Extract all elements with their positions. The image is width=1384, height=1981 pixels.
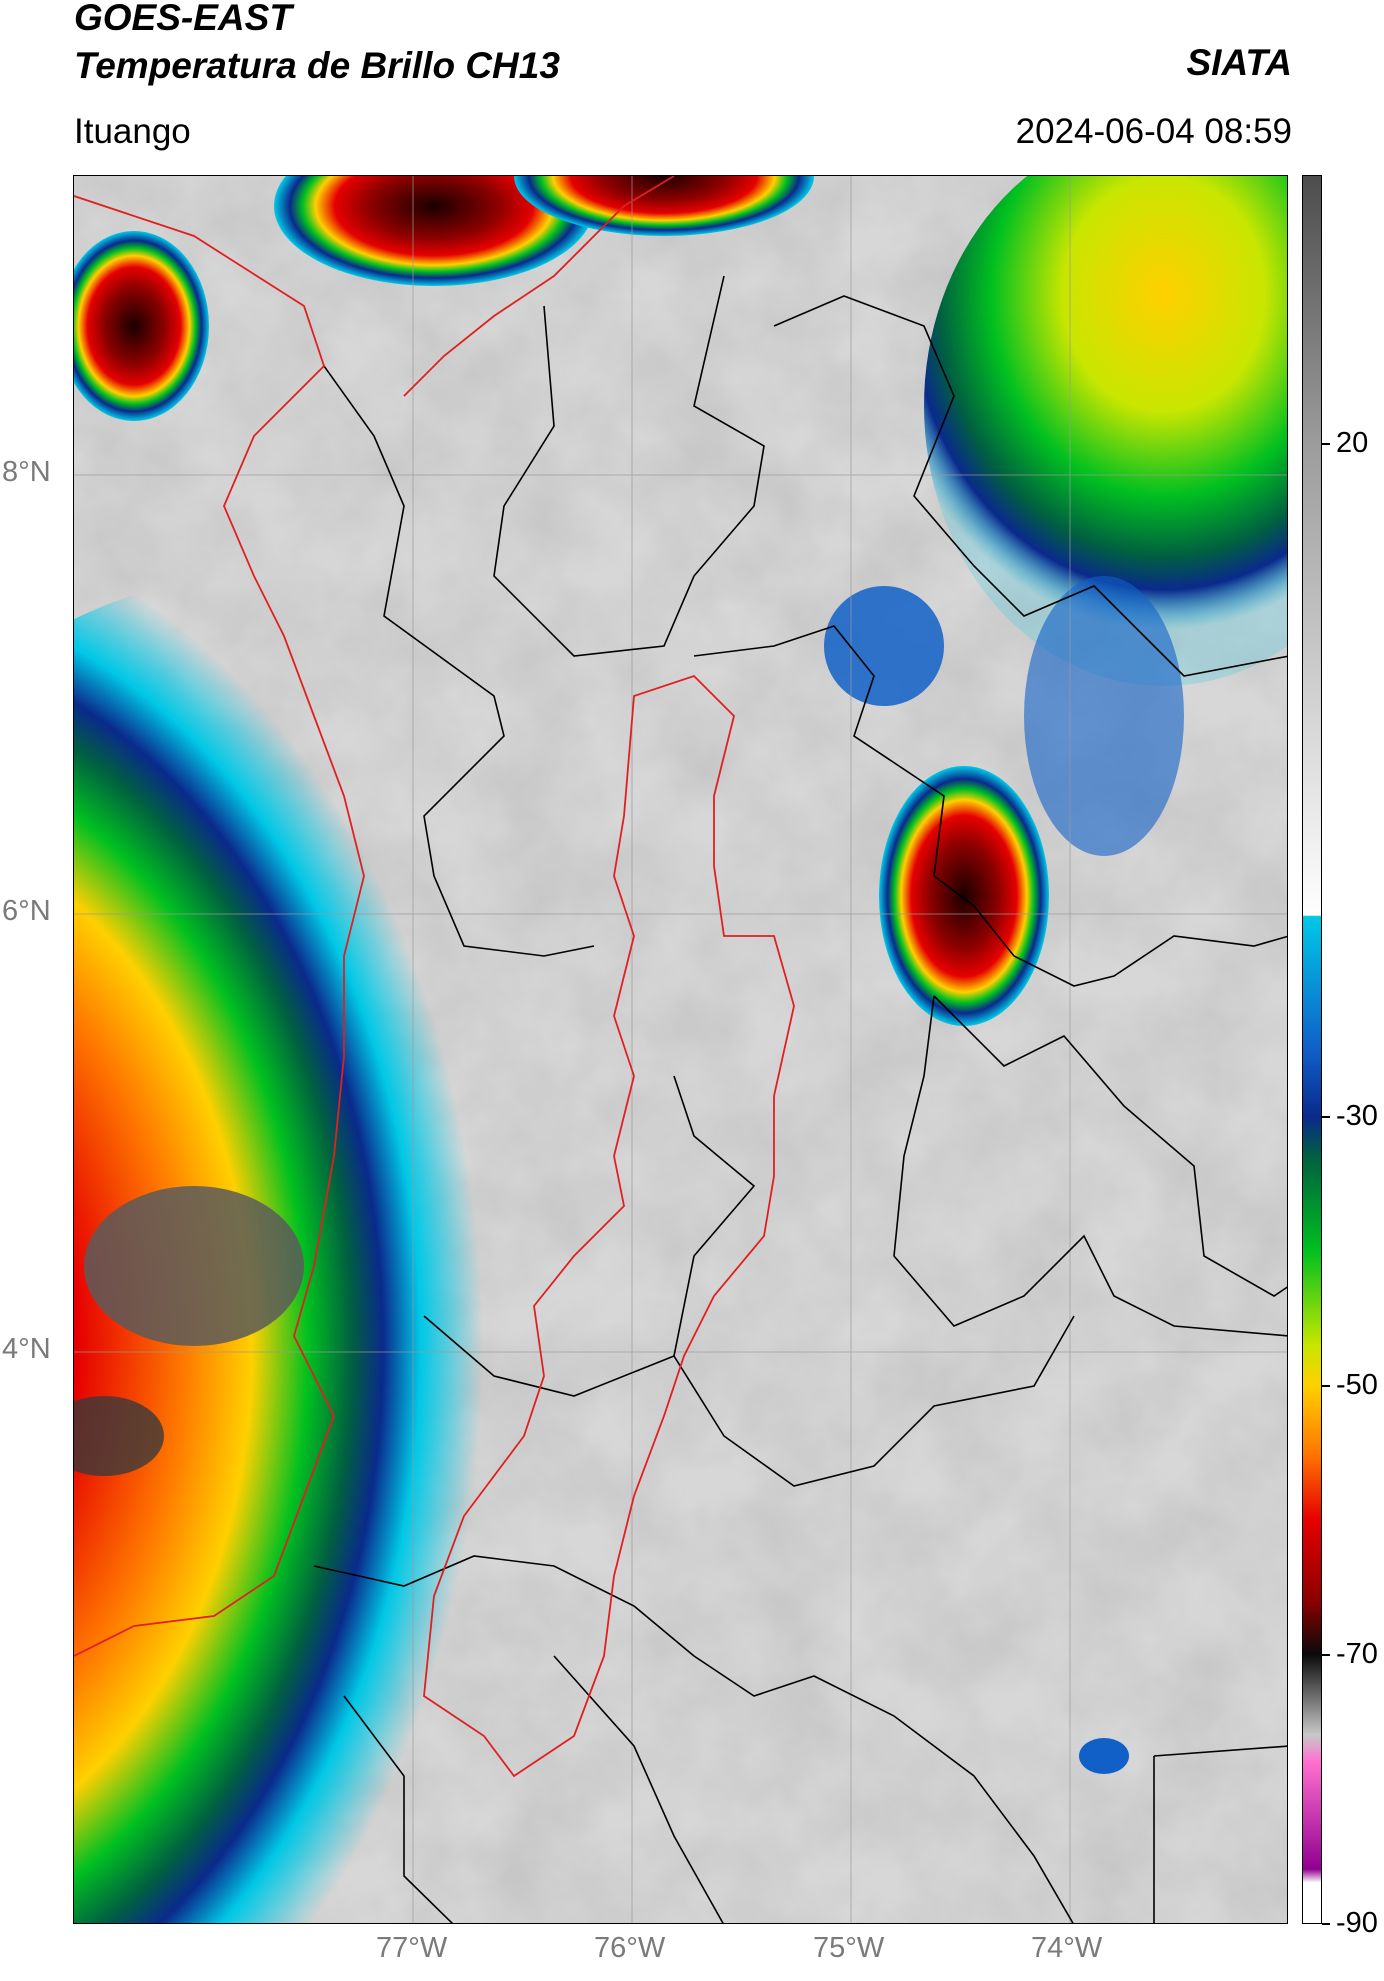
overshooting-top-2 — [74, 1396, 164, 1476]
colorbar-tick-label: -70 — [1336, 1637, 1378, 1670]
convective-cell-east — [879, 766, 1049, 1026]
product-title: Temperatura de Brillo CH13 — [74, 45, 560, 86]
overshooting-top — [84, 1186, 304, 1346]
satellite-map[interactable] — [73, 175, 1288, 1924]
colorbar-tick-label: -90 — [1336, 1907, 1378, 1939]
satellite-title: GOES-EAST — [74, 0, 292, 38]
colorbar-tick-label: -50 — [1336, 1368, 1378, 1401]
convective-cell-north-2 — [514, 176, 814, 236]
lat-label-6n: 6°N — [2, 895, 51, 927]
colorbar-tick — [1322, 443, 1330, 445]
lat-label-4n: 4°N — [2, 1333, 51, 1365]
cloud-patch-blue-3 — [1079, 1738, 1129, 1774]
lat-label-8n: 8°N — [2, 456, 51, 488]
storm-system-northeast — [924, 176, 1287, 686]
lon-label-75w: 75°W — [813, 1932, 885, 1964]
red-boundaries — [74, 176, 795, 1778]
colorbar-tick — [1322, 1116, 1330, 1118]
convective-cell-northwest — [74, 231, 209, 421]
lon-label-74w: 74°W — [1031, 1932, 1103, 1964]
colorbar-tick — [1322, 1923, 1330, 1925]
colorbar-tick — [1322, 1385, 1330, 1387]
title-block: GOES-EAST Temperatura de Brillo CH13 — [74, 0, 560, 90]
convective-cell-north — [274, 176, 594, 286]
admin-borders — [313, 275, 1287, 1923]
location-label: Ituango — [74, 112, 191, 151]
colorbar-tick — [1322, 1654, 1330, 1656]
timestamp-label: 2024-06-04 08:59 — [1015, 112, 1292, 151]
map-canvas — [74, 176, 1287, 1923]
cloud-patch-blue — [824, 586, 944, 706]
lon-label-76w: 76°W — [594, 1932, 666, 1964]
storm-system-west — [74, 576, 774, 1923]
lon-label-77w: 77°W — [376, 1932, 448, 1964]
gridlines — [74, 176, 1287, 1923]
organization-label: SIATA — [1186, 42, 1292, 83]
cloud-patch-blue-2 — [1024, 576, 1184, 856]
colorbar-tick-label: 20 — [1336, 427, 1369, 460]
colorbar-tick-label: -30 — [1336, 1099, 1378, 1132]
colorbar — [1302, 175, 1322, 1924]
